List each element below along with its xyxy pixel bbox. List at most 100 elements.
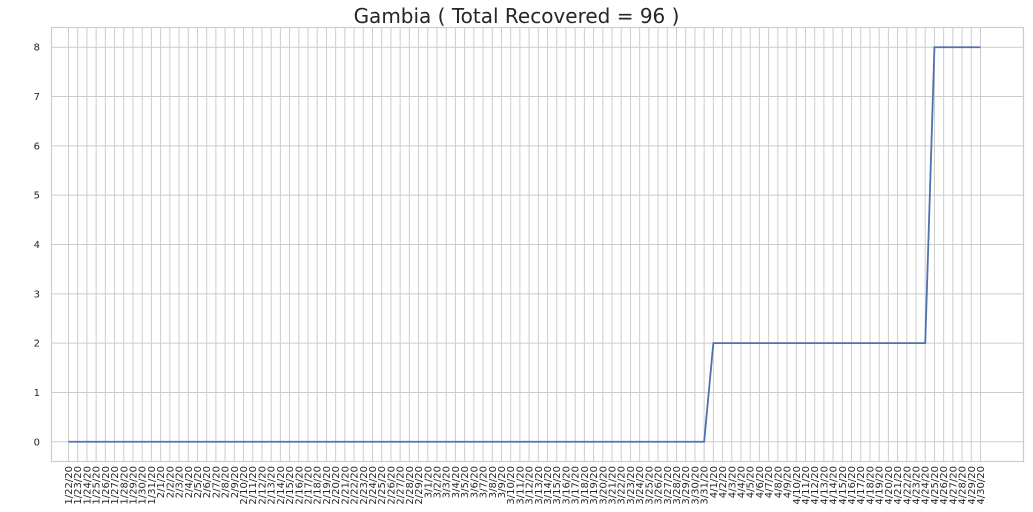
x-tick-label: 4/7/20 — [764, 466, 775, 498]
x-tick-label: 2/13/20 — [267, 466, 278, 505]
x-tick-label: 3/14/20 — [543, 466, 554, 505]
x-tick-label: 4/22/20 — [902, 466, 913, 505]
x-tick-label: 1/27/20 — [110, 466, 121, 505]
x-tick-label: 1/30/20 — [138, 466, 149, 505]
x-tick-label: 2/14/20 — [276, 466, 287, 505]
x-tick-label: 4/24/20 — [921, 466, 932, 505]
x-tick-label: 3/12/20 — [525, 466, 536, 505]
x-tick-label: 3/18/20 — [580, 466, 591, 505]
x-tick-label: 3/24/20 — [635, 466, 646, 505]
x-tick-label: 4/27/20 — [948, 466, 959, 505]
x-tick-label: 4/28/20 — [958, 466, 969, 505]
x-tick-label: 3/6/20 — [469, 466, 480, 498]
x-tick-label: 3/26/20 — [654, 466, 665, 505]
x-tick-label: 3/11/20 — [515, 466, 526, 505]
x-tick-label: 3/2/20 — [432, 466, 443, 498]
y-tick-label: 1 — [34, 388, 40, 399]
x-tick-label: 4/3/20 — [727, 466, 738, 498]
x-tick-label: 4/16/20 — [847, 466, 858, 505]
x-tick-label: 3/23/20 — [626, 466, 637, 505]
x-tick-label: 4/15/20 — [838, 466, 849, 505]
chart-title: Gambia ( Total Recovered = 96 ) — [353, 4, 680, 28]
x-tick-label: 2/5/20 — [193, 466, 204, 498]
x-tick-label: 4/1/20 — [709, 466, 720, 498]
x-tick-label: 3/27/20 — [663, 466, 674, 505]
x-tick-label: 1/26/20 — [101, 466, 112, 505]
x-tick-label: 2/25/20 — [377, 466, 388, 505]
y-tick-label: 6 — [34, 141, 40, 152]
x-tick-label: 4/10/20 — [792, 466, 803, 505]
x-tick-label: 1/25/20 — [92, 466, 103, 505]
x-tick-label: 3/5/20 — [460, 466, 471, 498]
x-tick-label: 1/28/20 — [119, 466, 130, 505]
x-tick-label: 2/12/20 — [257, 466, 268, 505]
x-tick-label: 3/13/20 — [534, 466, 545, 505]
x-tick-label: 2/22/20 — [350, 466, 361, 505]
x-tick-label: 2/4/20 — [184, 466, 195, 498]
x-tick-label: 2/24/20 — [368, 466, 379, 505]
x-tick-label: 3/16/20 — [561, 466, 572, 505]
y-tick-label: 8 — [34, 43, 40, 54]
x-tick-label: 4/21/20 — [893, 466, 904, 505]
x-tick-label: 2/10/20 — [239, 466, 250, 505]
x-tick-label: 1/23/20 — [73, 466, 84, 505]
series-line-0 — [68, 46, 981, 443]
x-tick-label: 3/28/20 — [672, 466, 683, 505]
x-tick-label: 2/2/20 — [165, 466, 176, 498]
x-tick-label: 3/8/20 — [488, 466, 499, 498]
x-tick-label: 3/7/20 — [479, 466, 490, 498]
x-tick-label: 2/17/20 — [304, 466, 315, 505]
x-tick-label: 4/2/20 — [718, 466, 729, 498]
x-tick-label: 2/20/20 — [331, 466, 342, 505]
x-tick-label: 4/19/20 — [875, 466, 886, 505]
x-tick-label: 2/18/20 — [313, 466, 324, 505]
x-tick-label: 4/8/20 — [773, 466, 784, 498]
series-layer — [68, 46, 981, 443]
x-tick-label: 2/1/20 — [156, 466, 167, 498]
x-tick-label: 4/13/20 — [819, 466, 830, 505]
x-tick-label: 1/22/20 — [64, 466, 75, 505]
x-tick-label: 2/8/20 — [221, 466, 232, 498]
y-tick-label: 7 — [34, 92, 40, 103]
x-tick-label: 4/18/20 — [865, 466, 876, 505]
x-tick-label: 3/10/20 — [506, 466, 517, 505]
x-tick-label: 3/20/20 — [598, 466, 609, 505]
x-tick-label: 2/21/20 — [340, 466, 351, 505]
y-tick-label: 5 — [34, 191, 40, 202]
x-axis: 1/22/201/23/201/24/201/25/201/26/201/27/… — [64, 466, 987, 505]
x-tick-label: 2/11/20 — [248, 466, 259, 505]
x-tick-label: 4/9/20 — [783, 466, 794, 498]
x-tick-label: 2/19/20 — [322, 466, 333, 505]
y-tick-label: 0 — [34, 437, 40, 448]
grid-layer — [51, 27, 1024, 462]
x-tick-label: 4/14/20 — [829, 466, 840, 505]
x-tick-label: 3/31/20 — [700, 466, 711, 505]
x-tick-label: 3/17/20 — [571, 466, 582, 505]
x-tick-label: 4/6/20 — [755, 466, 766, 498]
x-tick-label: 1/29/20 — [128, 466, 139, 505]
x-tick-label: 2/15/20 — [285, 466, 296, 505]
x-tick-label: 3/30/20 — [690, 466, 701, 505]
x-tick-label: 2/26/20 — [386, 466, 397, 505]
x-tick-label: 3/3/20 — [442, 466, 453, 498]
x-tick-label: 2/3/20 — [175, 466, 186, 498]
x-tick-label: 2/23/20 — [359, 466, 370, 505]
x-tick-label: 4/26/20 — [939, 466, 950, 505]
x-tick-label: 4/17/20 — [856, 466, 867, 505]
x-tick-label: 3/22/20 — [617, 466, 628, 505]
x-tick-label: 3/29/20 — [681, 466, 692, 505]
x-tick-label: 4/5/20 — [746, 466, 757, 498]
x-tick-label: 2/9/20 — [230, 466, 241, 498]
x-tick-label: 4/30/20 — [976, 466, 987, 505]
y-axis: 0 1 2 3 4 5 6 7 8 — [34, 43, 40, 449]
x-tick-label: 3/21/20 — [608, 466, 619, 505]
x-tick-label: 2/27/20 — [396, 466, 407, 505]
y-tick-label: 3 — [34, 289, 40, 300]
plot-frame — [50, 26, 1025, 463]
x-tick-label: 3/15/20 — [552, 466, 563, 505]
x-tick-label: 4/23/20 — [912, 466, 923, 505]
x-tick-label: 4/20/20 — [884, 466, 895, 505]
x-tick-label: 2/28/20 — [405, 466, 416, 505]
x-tick-label: 4/29/20 — [967, 466, 978, 505]
